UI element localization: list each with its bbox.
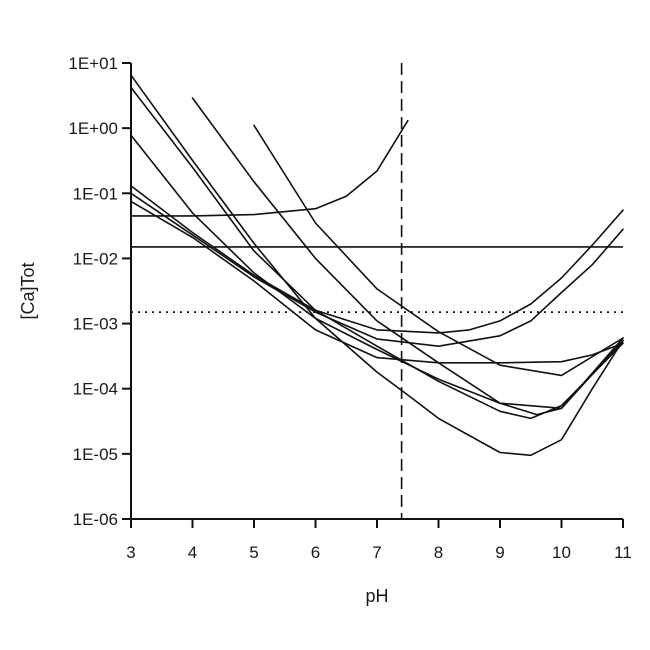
y-tick-label: 1E-01 — [73, 184, 118, 203]
x-tick-label: 7 — [372, 543, 381, 562]
axes-layer — [130, 63, 623, 520]
series-line-6 — [253, 124, 624, 377]
y-tick-label: 1E-05 — [73, 445, 118, 464]
y-tick-label: 1E-03 — [73, 315, 118, 334]
x-axis-title: pH — [365, 586, 388, 606]
series-line-1 — [130, 119, 409, 217]
series-line-9 — [130, 200, 624, 364]
y-tick-label: 1E-06 — [73, 510, 118, 529]
series-line-7 — [130, 185, 624, 334]
x-tick-label: 11 — [614, 543, 632, 562]
x-tick-label: 9 — [495, 543, 504, 562]
series-line-8 — [130, 192, 624, 348]
y-axis-title: [Ca]Tot — [18, 262, 38, 319]
x-tick-label: 10 — [552, 543, 571, 562]
y-tick-label: 1E+00 — [68, 119, 118, 138]
x-tick-label: 4 — [188, 543, 197, 562]
y-tick-label: 1E-04 — [73, 380, 118, 399]
x-ticks: 3 4 5 6 7 8 9 10 11 — [126, 519, 632, 562]
x-tick-label: 6 — [311, 543, 320, 562]
series-line-4 — [130, 134, 624, 416]
curves-layer — [130, 74, 624, 457]
y-ticks: 1E-06 1E-05 1E-04 1E-03 1E-02 1E-01 1E+00 1E+01 — [68, 54, 131, 529]
series-line-2 — [130, 74, 624, 457]
x-tick-label: 5 — [249, 543, 258, 562]
y-tick-label: 1E-02 — [73, 249, 118, 268]
series-line-3 — [130, 86, 624, 420]
x-tick-label: 8 — [434, 543, 443, 562]
y-tick-label: 1E+01 — [68, 54, 118, 73]
reference-lines — [131, 63, 623, 519]
x-tick-label: 3 — [126, 543, 135, 562]
